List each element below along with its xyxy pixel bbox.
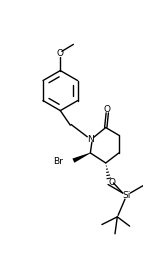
Text: O: O <box>108 178 115 187</box>
Text: Br: Br <box>53 157 63 166</box>
Text: Si: Si <box>122 191 131 200</box>
Text: O: O <box>57 49 64 58</box>
Polygon shape <box>73 153 90 163</box>
Text: O: O <box>104 104 111 114</box>
Text: N: N <box>87 135 94 144</box>
